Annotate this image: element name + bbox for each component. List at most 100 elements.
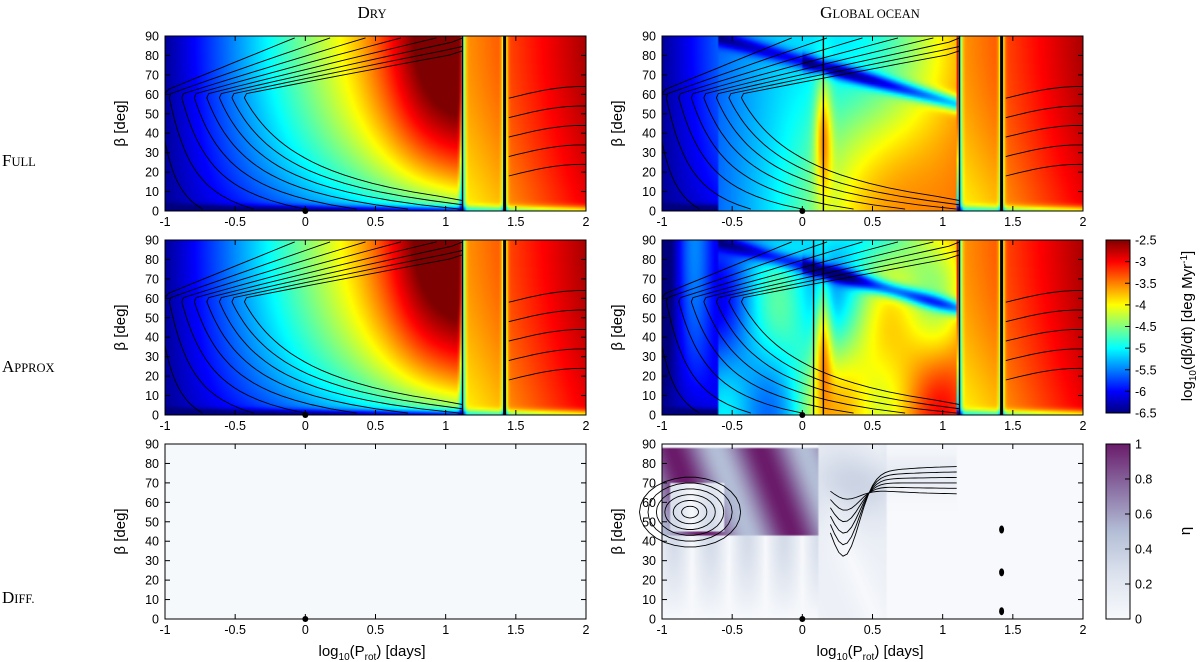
colorbar-tick-label: -6.5	[1135, 407, 1157, 421]
contour-line	[508, 124, 587, 138]
contour-line	[830, 482, 957, 523]
colorbar-tick-label: 0.8	[1135, 473, 1152, 487]
y-tick-label: 40	[145, 535, 159, 549]
x-tick-label: 0.5	[864, 623, 881, 637]
y-tick-label: 50	[145, 515, 159, 529]
x-tick-label: -0.5	[721, 623, 743, 637]
colorbar-eta-bar	[1105, 443, 1131, 620]
contour-line	[1005, 328, 1084, 342]
y-tick-label: 60	[642, 292, 656, 306]
x-tick-label: 0	[302, 419, 309, 433]
x-tick-label: 1.5	[1004, 623, 1021, 637]
y-axis-label: β [deg]	[609, 100, 626, 146]
y-tick-label: 10	[145, 389, 159, 403]
origin-marker	[799, 616, 806, 622]
y-tick-label: 60	[145, 496, 159, 510]
heatmap-dry-full	[165, 36, 586, 211]
origin-marker	[799, 208, 806, 214]
x-tick-label: 2	[583, 215, 590, 229]
x-tick-label: 2	[1080, 215, 1087, 229]
y-tick-label: 30	[145, 350, 159, 364]
contour-line	[665, 37, 828, 210]
contour-line	[243, 37, 463, 210]
y-tick-label: 90	[642, 234, 656, 248]
x-tick-label: 0.5	[367, 419, 384, 433]
colorbar-eta-label: η	[1177, 527, 1194, 535]
y-tick-label: 70	[642, 272, 656, 286]
x-tick-label: 1.5	[1004, 419, 1021, 433]
contour-line	[168, 37, 331, 210]
contour-line	[703, 37, 934, 210]
contour-line	[681, 505, 699, 519]
y-tick-label: 70	[145, 68, 159, 82]
colorbar-tick-label: -2.5	[1135, 234, 1157, 248]
contour-line	[672, 500, 708, 525]
y-tick-label: 50	[642, 515, 656, 529]
origin-marker	[302, 412, 309, 418]
contour-line	[243, 241, 463, 414]
contour-line	[678, 37, 863, 210]
contour-line	[508, 86, 586, 99]
contour-line	[703, 241, 934, 414]
x-tick-label: 1	[442, 623, 449, 637]
contour-line	[193, 241, 402, 414]
column-title-ocean: GLOBAL OCEAN	[820, 3, 920, 22]
x-tick-label: 2	[583, 419, 590, 433]
diff-spot	[999, 525, 1005, 534]
y-tick-label: 50	[642, 311, 656, 325]
y-tick-label: 60	[642, 496, 656, 510]
y-tick-label: 20	[642, 574, 656, 588]
y-tick-label: 20	[145, 574, 159, 588]
column-title-dry: DRY	[358, 3, 387, 22]
contour-line	[508, 290, 586, 303]
diff-spot	[999, 568, 1005, 577]
y-tick-label: 30	[642, 350, 656, 364]
x-tick-label: -1	[159, 623, 170, 637]
contour-line	[830, 476, 957, 534]
y-tick-label: 90	[145, 438, 159, 452]
diff-spot	[999, 607, 1005, 616]
x-tick-label: -1	[159, 215, 170, 229]
y-tick-label: 0	[649, 613, 656, 627]
colorbar-tick-label: -5	[1135, 342, 1146, 356]
y-tick-label: 90	[642, 438, 656, 452]
contour-line	[1005, 124, 1084, 138]
x-tick-label: 0.5	[864, 419, 881, 433]
contour-line	[1005, 144, 1083, 158]
contour-line	[740, 241, 960, 414]
contour-line	[206, 37, 437, 210]
y-tick-label: 40	[145, 331, 159, 345]
contour-line	[1005, 348, 1083, 362]
x-tick-label: -0.5	[224, 623, 246, 637]
y-tick-label: 10	[145, 185, 159, 199]
dry-smallcaps: RY	[370, 7, 387, 21]
x-tick-label: 0.5	[864, 215, 881, 229]
contour-line	[508, 163, 587, 177]
y-tick-label: 80	[642, 253, 656, 267]
origin-marker	[302, 208, 309, 214]
colorbar-tick-label: -3.5	[1135, 277, 1157, 291]
y-tick-label: 90	[145, 234, 159, 248]
y-tick-label: 10	[642, 593, 656, 607]
y-tick-label: 70	[145, 476, 159, 490]
y-tick-label: 90	[145, 30, 159, 44]
x-tick-label: 1.5	[507, 623, 524, 637]
y-tick-label: 0	[152, 613, 159, 627]
y-tick-label: 60	[145, 292, 159, 306]
x-tick-label: 0	[799, 623, 806, 637]
contour-line	[740, 37, 960, 210]
colorbar-tick-label: 0.6	[1135, 508, 1152, 522]
y-tick-label: 40	[642, 127, 656, 141]
contours-dry-full	[164, 36, 587, 211]
colorbar-tick-label: -6	[1135, 385, 1146, 399]
y-tick-label: 30	[642, 554, 656, 568]
contour-line	[715, 241, 960, 414]
x-tick-label: 0	[799, 419, 806, 433]
contour-line	[231, 241, 463, 414]
x-tick-label: 0	[799, 215, 806, 229]
contour-line	[665, 241, 828, 414]
contour-line	[206, 241, 437, 414]
